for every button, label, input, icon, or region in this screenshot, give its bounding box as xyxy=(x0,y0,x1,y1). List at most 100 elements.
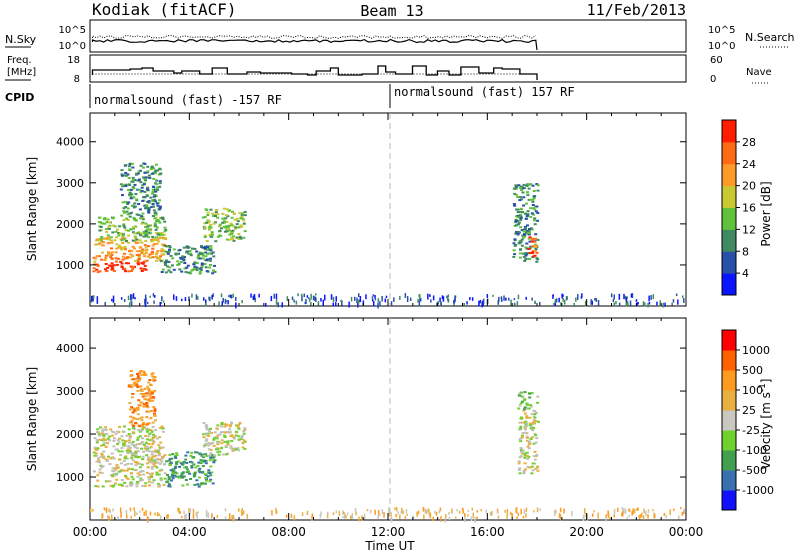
echo-cell xyxy=(198,251,202,254)
echo-cell xyxy=(146,516,149,520)
echo-cell xyxy=(134,225,138,228)
echo-cell xyxy=(148,432,152,435)
echo-cell xyxy=(153,449,157,452)
echo-cell xyxy=(140,215,144,218)
echo-cell xyxy=(324,294,326,301)
echo-cell xyxy=(120,297,123,300)
echo-cell xyxy=(136,262,140,265)
echo-cell xyxy=(535,453,539,456)
echo-cell xyxy=(134,455,138,458)
echo-cell xyxy=(238,235,242,238)
echo-cell xyxy=(123,463,127,466)
echo-cell xyxy=(129,484,133,487)
echo-cell xyxy=(270,295,273,302)
echo-cell xyxy=(128,256,132,259)
echo-cell xyxy=(358,293,360,297)
echo-cell xyxy=(203,460,206,463)
echo-cell xyxy=(111,298,113,302)
echo-cell xyxy=(519,198,523,201)
echo-cell xyxy=(112,270,116,272)
echo-cell xyxy=(111,514,113,520)
echo-cell xyxy=(106,234,110,237)
echo-cell xyxy=(653,512,655,519)
echo-cell xyxy=(199,483,203,486)
echo-cell xyxy=(647,303,649,308)
echo-cell xyxy=(514,220,518,223)
echo-cell xyxy=(223,221,226,224)
echo-cell xyxy=(133,417,137,420)
echo-cell xyxy=(519,402,523,405)
echo-cell xyxy=(240,215,244,218)
echo-cell xyxy=(125,217,129,220)
echo-cell xyxy=(158,180,162,183)
echo-cell xyxy=(157,257,161,260)
echo-cell xyxy=(160,457,164,460)
echo-cell xyxy=(150,458,154,461)
echo-cell xyxy=(131,255,134,258)
echo-cell xyxy=(132,378,136,381)
echo-cell xyxy=(124,440,128,443)
echo-cell xyxy=(351,513,354,519)
echo-cell xyxy=(137,250,141,253)
echo-cell xyxy=(152,396,156,399)
echo-cell xyxy=(519,226,523,229)
echo-cell xyxy=(104,480,108,483)
echo-cell xyxy=(531,297,533,301)
echo-cell xyxy=(112,457,116,460)
echo-cell xyxy=(126,203,130,205)
echo-cell xyxy=(131,265,135,268)
echo-cell xyxy=(161,243,164,246)
echo-cell xyxy=(107,227,111,230)
echo-cell xyxy=(108,221,112,224)
echo-cell xyxy=(523,399,527,402)
echo-cell xyxy=(171,257,175,260)
echo-cell xyxy=(143,398,147,401)
echo-cell xyxy=(137,379,141,382)
colorbar-swatch xyxy=(722,490,736,511)
echo-cell xyxy=(158,199,161,202)
echo-cell xyxy=(152,378,156,381)
echo-cell xyxy=(100,444,103,447)
echo-cell xyxy=(101,241,105,244)
echo-cell xyxy=(232,239,236,242)
colorbar-tick-label: -1000 xyxy=(742,484,774,497)
echo-cell xyxy=(196,465,200,467)
echo-cell xyxy=(553,303,555,306)
echo-cell xyxy=(214,240,218,243)
echo-cell xyxy=(144,226,148,228)
echo-cell xyxy=(165,259,169,262)
echo-cell xyxy=(530,240,534,243)
echo-cell xyxy=(605,516,607,522)
echo-cell xyxy=(232,235,236,238)
echo-cell xyxy=(252,295,255,300)
echo-cell xyxy=(510,511,512,516)
echo-cell xyxy=(161,268,165,271)
echo-cell xyxy=(154,163,158,166)
echo-cell xyxy=(137,203,141,205)
echo-cell xyxy=(166,265,170,268)
echo-cell xyxy=(510,299,512,306)
echo-cell xyxy=(621,512,623,517)
echo-cell xyxy=(140,479,144,481)
echo-cell xyxy=(478,300,480,307)
echo-cell xyxy=(491,511,493,516)
echo-cell xyxy=(120,511,122,518)
echo-cell xyxy=(229,424,233,427)
echo-cell xyxy=(516,233,520,236)
echo-cell xyxy=(159,302,161,307)
echo-cell xyxy=(159,479,163,482)
echo-cell xyxy=(96,479,100,482)
echo-cell xyxy=(110,241,114,244)
echo-cell xyxy=(111,474,115,477)
echo-cell xyxy=(214,211,218,214)
echo-cell xyxy=(500,296,503,301)
echo-cell xyxy=(105,221,109,224)
echo-cell xyxy=(381,509,384,515)
echo-cell xyxy=(209,478,213,481)
echo-cell xyxy=(139,370,143,373)
echo-cell xyxy=(174,456,178,459)
echo-cell xyxy=(112,264,116,267)
echo-cell xyxy=(235,302,237,309)
echo-cell xyxy=(108,238,111,241)
